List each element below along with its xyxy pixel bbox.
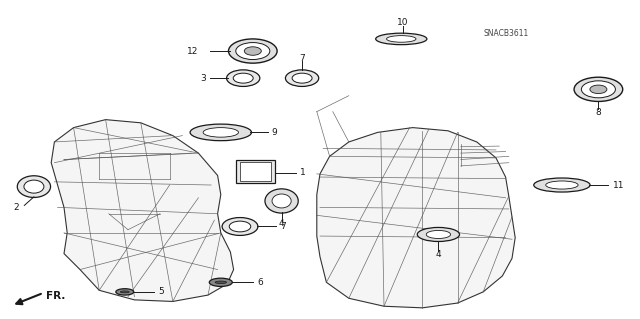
Ellipse shape xyxy=(215,281,227,284)
Ellipse shape xyxy=(426,230,451,239)
Circle shape xyxy=(244,47,261,55)
Circle shape xyxy=(581,81,616,98)
Ellipse shape xyxy=(227,70,260,86)
Circle shape xyxy=(574,77,623,101)
Ellipse shape xyxy=(233,73,253,83)
Ellipse shape xyxy=(387,36,416,42)
Ellipse shape xyxy=(120,291,129,293)
Ellipse shape xyxy=(209,278,232,286)
Ellipse shape xyxy=(534,178,590,192)
Text: 7: 7 xyxy=(300,54,305,63)
Ellipse shape xyxy=(190,124,252,141)
Text: 6: 6 xyxy=(257,278,263,287)
Ellipse shape xyxy=(17,176,51,197)
Text: 8: 8 xyxy=(596,108,601,117)
Ellipse shape xyxy=(203,128,239,137)
Text: 2: 2 xyxy=(13,203,19,212)
Polygon shape xyxy=(317,128,515,308)
Circle shape xyxy=(228,39,277,63)
Ellipse shape xyxy=(285,70,319,86)
Circle shape xyxy=(236,42,270,60)
Ellipse shape xyxy=(376,33,427,45)
Circle shape xyxy=(590,85,607,93)
Text: SNACB3611: SNACB3611 xyxy=(483,29,529,38)
Text: 1: 1 xyxy=(300,168,305,177)
Text: 10: 10 xyxy=(397,19,409,27)
Text: 12: 12 xyxy=(187,47,198,56)
Ellipse shape xyxy=(272,194,291,208)
Text: FR.: FR. xyxy=(46,291,65,301)
Ellipse shape xyxy=(265,189,298,213)
FancyBboxPatch shape xyxy=(240,162,271,181)
Text: 3: 3 xyxy=(200,74,206,83)
Ellipse shape xyxy=(292,73,312,83)
Text: 4: 4 xyxy=(279,219,284,228)
Text: 7: 7 xyxy=(280,222,286,231)
Ellipse shape xyxy=(229,221,251,232)
Ellipse shape xyxy=(116,289,134,295)
Ellipse shape xyxy=(222,218,258,235)
Polygon shape xyxy=(51,120,234,301)
FancyBboxPatch shape xyxy=(236,160,275,183)
Text: 5: 5 xyxy=(158,287,164,296)
Text: 4: 4 xyxy=(436,250,441,259)
Ellipse shape xyxy=(24,180,44,193)
Ellipse shape xyxy=(417,227,460,241)
Text: 11: 11 xyxy=(613,181,625,189)
Ellipse shape xyxy=(546,181,578,189)
Text: 9: 9 xyxy=(271,128,277,137)
